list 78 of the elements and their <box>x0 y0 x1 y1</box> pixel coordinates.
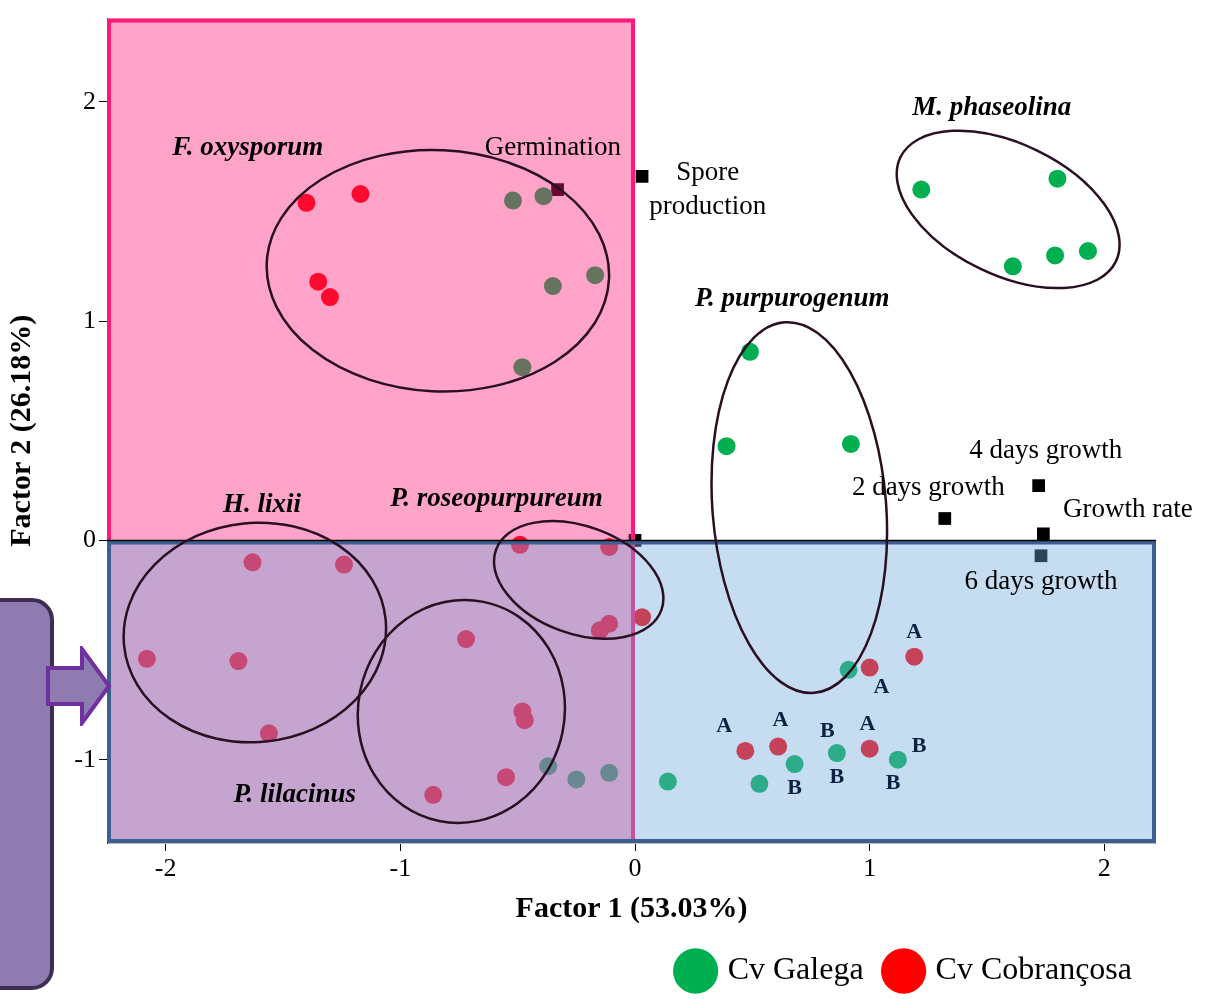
point <box>1078 242 1097 261</box>
point <box>259 724 278 743</box>
annotation: B <box>787 773 803 799</box>
legend-label: Cv Cobrançosa <box>935 950 1132 987</box>
point <box>513 358 532 377</box>
point <box>586 266 605 285</box>
legend-label: Cv Galega <box>727 950 864 987</box>
y-tick-label: 2 <box>83 85 96 115</box>
annotation: P. roseopurpureum <box>389 481 603 512</box>
annotation: B <box>829 762 845 788</box>
annotation: F. oxysporum <box>171 130 324 161</box>
annotation: B <box>911 732 927 758</box>
annotation: P. lilacinus <box>232 777 357 808</box>
x-tick-label: 1 <box>863 853 877 883</box>
point <box>938 512 952 525</box>
point <box>515 711 534 730</box>
point <box>457 630 476 649</box>
point <box>229 652 248 671</box>
point <box>905 647 924 666</box>
annotation: A <box>859 710 876 736</box>
point <box>543 277 562 296</box>
point <box>633 608 652 627</box>
point <box>243 553 262 572</box>
point <box>496 768 515 787</box>
point <box>600 763 619 782</box>
point <box>912 180 931 199</box>
point <box>137 649 156 668</box>
annotation: P. purpurogenum <box>693 282 890 313</box>
point <box>351 185 370 203</box>
point <box>658 772 677 791</box>
point <box>424 785 443 804</box>
annotation: M. phaseolina <box>911 91 1072 122</box>
annotation: A <box>873 673 890 699</box>
annotation: A <box>906 618 923 644</box>
point <box>635 170 649 183</box>
y-axis-title: Factor 2 (26.18%) <box>2 314 37 547</box>
annotation: 6 days growth <box>964 565 1118 596</box>
point <box>827 744 846 763</box>
x-tick-label: -2 <box>154 853 177 883</box>
annotation: Spore production <box>649 155 767 220</box>
point <box>1032 479 1046 492</box>
y-tick-label: 0 <box>83 524 96 554</box>
x-tick-label: 0 <box>628 853 642 883</box>
annotation: H. lixii <box>221 488 302 519</box>
point <box>567 770 586 789</box>
point <box>297 193 316 212</box>
x-tick-label: -1 <box>389 853 412 883</box>
point <box>1048 169 1067 188</box>
point <box>335 555 354 574</box>
point <box>590 621 609 640</box>
annotation: Germination <box>484 131 622 162</box>
point <box>736 741 755 760</box>
point <box>888 750 907 769</box>
point <box>1034 549 1048 563</box>
x-axis-title: Factor 1 (53.03%) <box>515 889 748 924</box>
annotation: A <box>716 712 733 738</box>
point <box>860 658 879 677</box>
y-tick-label: 1 <box>83 305 96 334</box>
annotation: A <box>772 705 789 731</box>
point <box>503 191 522 210</box>
y-tick-label: -1 <box>74 743 96 773</box>
point <box>309 272 328 291</box>
point <box>841 434 860 453</box>
point <box>320 288 339 307</box>
point <box>534 187 553 206</box>
annotation: Growth rate <box>1062 492 1193 523</box>
point <box>1036 527 1050 541</box>
annotation: B <box>885 769 901 795</box>
point <box>785 755 804 774</box>
annotation: B <box>820 716 836 742</box>
point <box>1003 257 1022 276</box>
x-tick-label: 2 <box>1097 853 1111 883</box>
point <box>717 437 736 456</box>
point <box>750 774 769 793</box>
point <box>860 739 879 758</box>
point <box>1046 246 1065 265</box>
annotation: 4 days growth <box>969 433 1123 464</box>
point <box>769 737 788 756</box>
